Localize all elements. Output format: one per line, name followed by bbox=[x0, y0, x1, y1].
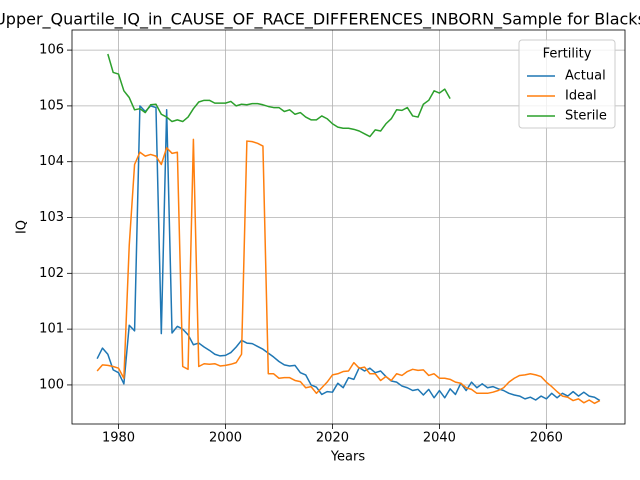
x-tick-label: 1980 bbox=[102, 431, 135, 446]
line-series bbox=[107, 53, 451, 138]
y-tick-label: 102 bbox=[39, 266, 64, 281]
legend: Fertility Actual Ideal Sterile bbox=[518, 39, 616, 129]
x-tick-label: 2040 bbox=[423, 431, 456, 446]
chart-title: Upper_Quartile_IQ_in_CAUSE_OF_RACE_DIFFE… bbox=[0, 10, 640, 30]
y-tick-label: 105 bbox=[39, 98, 64, 113]
line-series bbox=[96, 138, 601, 405]
line-series bbox=[96, 105, 601, 402]
legend-label: Sterile bbox=[565, 109, 607, 124]
y-axis-label: IQ bbox=[15, 220, 30, 234]
x-tick-label: 2020 bbox=[316, 431, 349, 446]
y-tick-label: 106 bbox=[39, 43, 64, 58]
y-tick-label: 100 bbox=[39, 377, 64, 392]
legend-box bbox=[518, 39, 616, 129]
y-tick-label: 101 bbox=[39, 322, 64, 337]
legend-title: Fertility bbox=[543, 47, 592, 62]
x-tick-label: 2060 bbox=[530, 431, 563, 446]
legend-label: Actual bbox=[565, 69, 606, 84]
y-tick-label: 104 bbox=[39, 154, 64, 169]
x-tick-label: 2000 bbox=[209, 431, 242, 446]
y-tick-label: 103 bbox=[39, 210, 64, 225]
legend-label: Ideal bbox=[565, 89, 597, 104]
plot-frame bbox=[71, 29, 626, 425]
x-axis-label: Years bbox=[330, 450, 366, 465]
